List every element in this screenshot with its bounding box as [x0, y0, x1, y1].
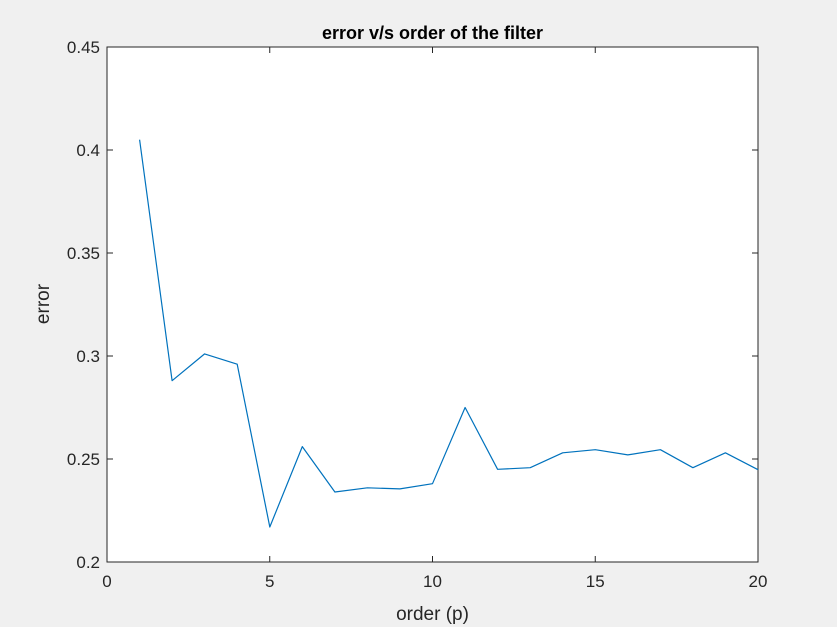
x-tick-label: 0: [102, 572, 111, 591]
data-point: [464, 406, 466, 408]
data-point: [236, 363, 238, 365]
data-point: [627, 454, 629, 456]
y-tick-label: 0.2: [76, 553, 100, 572]
data-point: [431, 483, 433, 485]
series-line-0: [139, 139, 759, 528]
y-tick-label: 0.3: [76, 347, 100, 366]
data-point: [334, 491, 336, 493]
y-tick-label: 0.4: [76, 141, 100, 160]
data-point: [594, 449, 596, 451]
data-point: [659, 449, 661, 451]
x-axis-ticks: 0 5 10 15 20: [102, 47, 767, 591]
series-layer: [138, 139, 759, 528]
data-point: [301, 445, 303, 447]
data-point: [724, 452, 726, 454]
y-axis-ticks: 0.2 0.25 0.3 0.35 0.4 0.45: [67, 38, 758, 572]
data-point: [692, 466, 694, 468]
chart-title: error v/s order of the filter: [322, 23, 543, 43]
data-point: [757, 469, 759, 471]
data-point: [529, 466, 531, 468]
data-point: [138, 139, 140, 141]
data-point: [203, 353, 205, 355]
x-tick-label: 10: [423, 572, 442, 591]
plot-area: [107, 47, 758, 562]
y-tick-label: 0.45: [67, 38, 100, 57]
data-point: [269, 526, 271, 528]
data-point: [496, 468, 498, 470]
x-tick-label: 15: [586, 572, 605, 591]
data-point: [171, 380, 173, 382]
y-tick-label: 0.25: [67, 450, 100, 469]
x-tick-label: 5: [265, 572, 274, 591]
x-axis-label: order (p): [396, 604, 469, 625]
data-point: [399, 488, 401, 490]
y-axis-label: error: [33, 283, 54, 324]
data-point: [562, 452, 564, 454]
x-tick-label: 20: [749, 572, 768, 591]
y-tick-label: 0.35: [67, 244, 100, 263]
axes-box: [106, 46, 759, 563]
data-point: [366, 487, 368, 489]
